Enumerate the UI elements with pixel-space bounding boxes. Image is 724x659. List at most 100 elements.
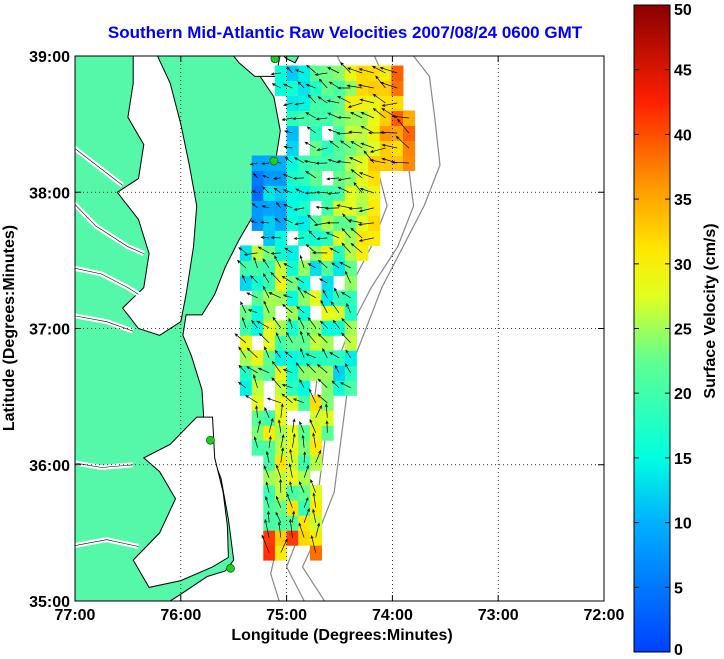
velocity-cell [356,245,369,261]
current-vector [289,448,293,463]
current-vector [319,320,328,329]
radar-station-3 [226,563,235,573]
current-vector [275,511,282,523]
current-vector [305,83,316,89]
velocity-cell [321,80,334,96]
velocity-cell [368,80,381,96]
velocity-cell [263,530,276,546]
velocity-cell [251,380,264,396]
current-vector [307,214,316,224]
velocity-cell [263,170,276,186]
current-vector [353,182,363,194]
current-vector [342,213,351,224]
current-vector [298,316,305,328]
x-axis-label: Longitude (Degrees:Minutes) [231,627,452,644]
velocity-cell [309,440,322,456]
velocity-cell [263,455,276,471]
velocity-cell [368,185,381,201]
current-vector [245,395,258,404]
velocity-cell [368,140,381,156]
map-plot-area [75,56,604,601]
velocity-cell [344,230,357,246]
velocity-cell [321,320,334,336]
current-vector [299,330,305,343]
current-vector [315,190,328,194]
velocity-cell [286,425,299,441]
current-vector [253,374,258,388]
velocity-cell [286,380,299,396]
current-vector [300,347,305,358]
current-vector [379,81,398,89]
current-vector [293,207,305,211]
velocity-cell [263,335,276,351]
current-vector [357,84,374,89]
current-vector [347,102,363,108]
y-tick-label: 39:00 [29,49,70,66]
velocity-cell [298,95,311,111]
velocity-cell [286,470,299,486]
velocity-cell [379,140,392,156]
velocity-cell [286,530,299,546]
current-vector [289,480,293,493]
current-vector [303,496,309,508]
current-vector [379,130,398,135]
current-vector [325,232,340,239]
current-vector [317,259,328,269]
current-vector [261,162,270,166]
velocity-cell [275,230,288,246]
current-vector [238,247,247,254]
current-vector [243,252,258,256]
velocity-cell [275,530,288,546]
current-vector [344,363,351,373]
velocity-cell [379,155,392,171]
velocity-cell [240,350,253,366]
velocity-cell [286,395,299,411]
velocity-cell [286,290,299,306]
current-vector [261,174,270,179]
velocity-cell [251,275,264,291]
current-vector [295,188,305,194]
current-vector [280,447,285,463]
current-vector [310,534,317,553]
velocity-cell [344,365,357,381]
velocity-cell [251,170,264,186]
velocity-cell [275,440,288,456]
current-vector [263,300,270,313]
current-vector [257,367,270,374]
colorbar-tick-label: 15 [674,451,692,468]
velocity-cell [275,260,288,276]
current-vector [337,177,351,182]
velocity-cell [286,485,299,501]
current-vector [340,332,351,344]
velocity-cell [333,155,346,171]
current-vector [282,83,293,89]
river-bank-0 [75,148,123,186]
velocity-cell [251,395,264,411]
velocity-cell [298,440,311,456]
velocity-cell [321,350,334,366]
current-vector [270,236,281,240]
velocity-cell [356,95,369,111]
current-vector [237,381,247,389]
current-vector [283,145,293,149]
current-vector [308,388,317,403]
current-vector [312,432,317,448]
current-vector [325,420,329,433]
current-vector [264,406,270,418]
velocity-cell [286,335,299,351]
velocity-cell [368,170,381,186]
velocity-cell [344,80,357,96]
current-vector [381,102,398,107]
current-vector [280,403,284,418]
chesapeake-bay [116,56,198,336]
velocity-cell [298,290,311,306]
current-vector [262,273,270,284]
velocity-cell [298,200,311,216]
current-vector [305,170,316,179]
current-vector [296,305,305,314]
current-vector [238,346,247,358]
current-vector [350,140,363,149]
current-vector [270,271,282,284]
velocity-cell [321,140,334,156]
current-vector [263,465,270,478]
